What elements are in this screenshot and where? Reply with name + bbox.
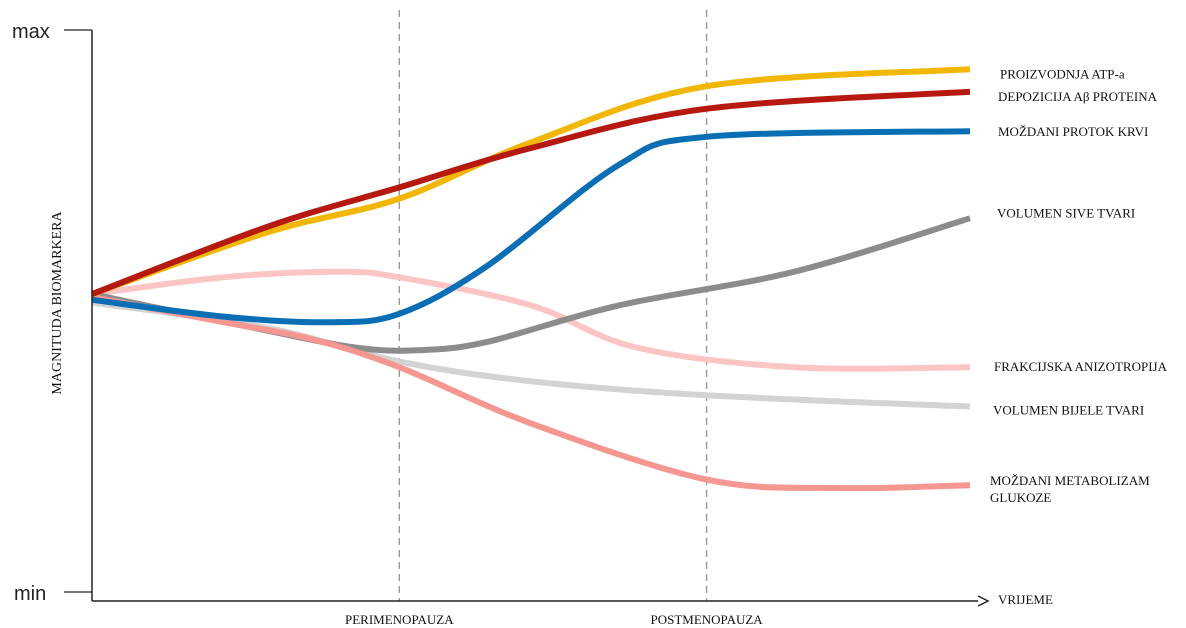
series-line-3 [91, 215, 971, 354]
series-label-2: MOŽDANI PROTOK KRVI [998, 124, 1148, 139]
series-label-0: PROIZVODNJA ATP-a [1000, 66, 1125, 81]
phase-label-1: POSTMENOPAUZA [650, 612, 763, 627]
y-axis-label: MAGNITUDA BIOMARKERA [50, 211, 65, 395]
series-line-1 [90, 88, 971, 297]
phase-label-0: PERIMENOPAUZA [345, 612, 454, 627]
series-line-2 [91, 128, 971, 326]
series-label-5: VOLUMEN BIJELE TVARI [993, 403, 1144, 418]
series-label-3: VOLUMEN SIVE TVARI [997, 205, 1135, 220]
series-label-4: FRAKCIJSKA ANIZOTROPIJA [994, 359, 1168, 374]
min-tick-label: min [14, 583, 46, 605]
max-tick-label: max [12, 21, 50, 43]
series-label-6: MOŽDANI METABOLIZAM GLUKOZE [990, 473, 1150, 505]
series-line-6 [91, 293, 971, 492]
x-axis-label: VRIJEME [998, 592, 1053, 607]
series-label-1: DEPOZICIJA Aβ PROTEINA [998, 89, 1158, 104]
series-line-4 [91, 268, 971, 372]
x-axis-arrowhead [977, 595, 990, 607]
